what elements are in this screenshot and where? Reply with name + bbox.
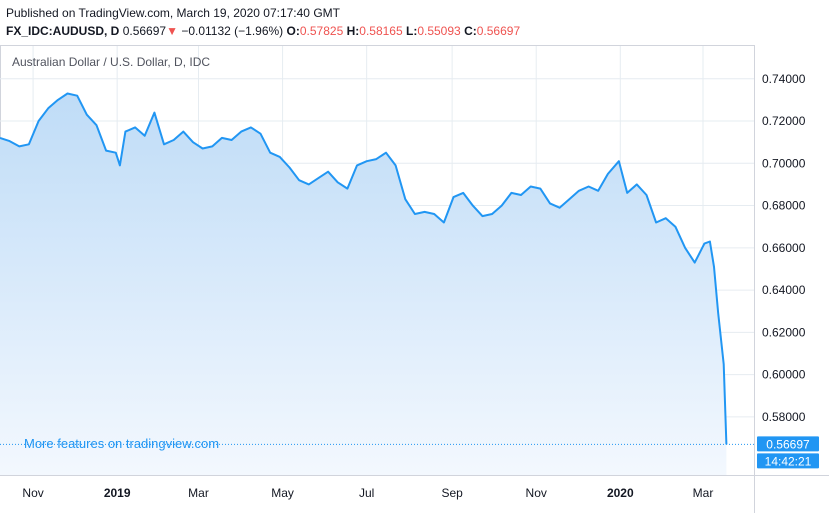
close-value: 0.56697 bbox=[476, 24, 521, 38]
price-tick-label: 0.72000 bbox=[762, 114, 806, 128]
countdown-value: 14:42:21 bbox=[765, 454, 812, 468]
time-tick-label: 2019 bbox=[104, 486, 131, 500]
countdown-box bbox=[757, 453, 819, 469]
ohlc-line: FX_IDC:AUDUSD, D 0.56697▼ −0.01132 (−1.9… bbox=[6, 22, 520, 40]
price-line bbox=[0, 92, 728, 445]
published-line: Published on TradingView.com, March 19, … bbox=[6, 6, 340, 20]
time-tick-label: 2020 bbox=[607, 486, 634, 500]
high-label: H: bbox=[346, 24, 360, 38]
open-label: O: bbox=[286, 24, 300, 38]
chart-title: Australian Dollar / U.S. Dollar, D, IDC bbox=[12, 55, 210, 69]
open-value: 0.57825 bbox=[299, 24, 344, 38]
price-tick-label: 0.70000 bbox=[762, 156, 806, 170]
high-value: 0.58165 bbox=[359, 24, 403, 38]
last-price-tag: 0.56697 14:42:21 bbox=[757, 436, 819, 469]
price-tick-label: 0.58000 bbox=[762, 410, 806, 424]
low-value: 0.55093 bbox=[417, 24, 461, 38]
symbol-label: FX_IDC:AUDUSD, D bbox=[6, 24, 120, 38]
price-tick-label: 0.66000 bbox=[762, 241, 806, 255]
price-tick-label: 0.64000 bbox=[762, 283, 806, 297]
price-axis-labels: 0.74000 0.72000 0.70000 0.68000 0.66000 0.640… bbox=[762, 72, 806, 424]
time-axis-labels: Nov 2019 Mar May Jul Sep Nov 2020 Mar bbox=[22, 486, 713, 500]
price-tick-label: 0.60000 bbox=[762, 368, 806, 382]
down-arrow-icon: ▼ bbox=[166, 24, 178, 38]
time-tick-label: Jul bbox=[359, 486, 374, 500]
price-area bbox=[0, 93, 727, 475]
close-label: C: bbox=[464, 24, 477, 38]
last-price-value: 0.56697 bbox=[766, 437, 810, 451]
watermark-link[interactable]: More features on tradingview.com bbox=[24, 436, 219, 451]
time-tick-label: Nov bbox=[526, 486, 547, 500]
change-value: −0.01132 (−1.96%) bbox=[181, 24, 284, 38]
price-tick-label: 0.74000 bbox=[762, 72, 806, 86]
last-price-box bbox=[757, 436, 819, 452]
low-label: L: bbox=[406, 24, 418, 38]
chart-header: Published on TradingView.com, March 19, … bbox=[6, 4, 520, 40]
price-tick-label: 0.62000 bbox=[762, 325, 806, 339]
time-tick-label: Sep bbox=[441, 486, 463, 500]
time-tick-label: Mar bbox=[188, 486, 209, 500]
time-tick-label: May bbox=[271, 486, 294, 500]
time-tick-label: Mar bbox=[693, 486, 714, 500]
last-value: 0.56697 bbox=[122, 24, 167, 38]
time-tick-label: Nov bbox=[22, 486, 43, 500]
price-tick-label: 0.68000 bbox=[762, 199, 806, 213]
